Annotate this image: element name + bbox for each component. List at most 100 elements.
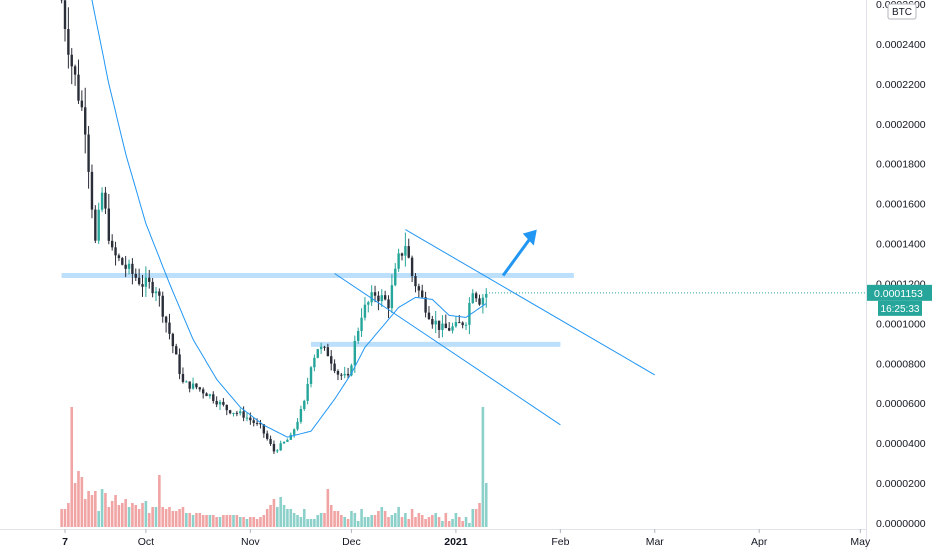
volume-bar bbox=[300, 517, 303, 527]
candle-body bbox=[249, 418, 251, 421]
candle-body bbox=[101, 193, 103, 210]
candle-body bbox=[269, 439, 271, 444]
candle-body bbox=[162, 296, 164, 317]
price-tick-label: 0.0001400 bbox=[876, 239, 926, 251]
volume-bar bbox=[239, 517, 242, 527]
volume-bar bbox=[131, 503, 134, 527]
candle-body bbox=[219, 402, 221, 405]
volume-bar bbox=[172, 511, 175, 527]
resistance-zone bbox=[62, 273, 574, 278]
volume-bar bbox=[330, 505, 333, 527]
candle-body bbox=[165, 317, 167, 323]
candle-body bbox=[226, 405, 228, 410]
candle-body bbox=[448, 328, 450, 331]
candle-body bbox=[377, 296, 379, 301]
volume-bar bbox=[111, 501, 114, 527]
candle-body bbox=[418, 286, 420, 290]
candle-body bbox=[475, 293, 477, 298]
volume-bar bbox=[138, 509, 141, 527]
candle-body bbox=[158, 291, 160, 295]
volume-bar bbox=[158, 475, 161, 527]
candle-body bbox=[114, 247, 116, 255]
candle-body bbox=[121, 258, 123, 265]
volume-bar bbox=[313, 519, 316, 527]
candle-body bbox=[266, 433, 268, 438]
volume-bar bbox=[340, 515, 343, 527]
volume-bar bbox=[407, 519, 410, 527]
candle-body bbox=[451, 326, 453, 330]
volume-bar bbox=[478, 503, 481, 527]
volume-bar bbox=[296, 515, 299, 527]
candle-body bbox=[472, 293, 474, 303]
candle-body bbox=[394, 269, 396, 286]
volume-bar bbox=[424, 519, 427, 527]
volume-bar bbox=[185, 513, 188, 527]
volume-bar bbox=[347, 519, 350, 527]
candle-body bbox=[320, 347, 322, 349]
volume-bar bbox=[114, 495, 117, 527]
currency-badge[interactable]: BTC bbox=[888, 4, 916, 19]
volume-bar bbox=[350, 511, 353, 527]
candle-body bbox=[347, 374, 349, 376]
candle-body bbox=[397, 253, 399, 268]
volume-bar bbox=[70, 407, 73, 527]
volume-bar bbox=[316, 515, 319, 527]
candle-body bbox=[441, 324, 443, 330]
candle-body bbox=[283, 442, 285, 443]
price-tick-label: 0.0002000 bbox=[876, 119, 926, 131]
candle-body bbox=[465, 325, 467, 326]
volume-bar bbox=[404, 513, 407, 527]
candle-body bbox=[209, 394, 211, 396]
candle-body bbox=[367, 302, 369, 304]
candle-body bbox=[229, 410, 231, 413]
volume-bar bbox=[337, 511, 340, 527]
candle-body bbox=[428, 313, 430, 319]
volume-bar bbox=[333, 511, 336, 527]
volume-bar bbox=[357, 521, 360, 527]
candle-body bbox=[202, 389, 204, 393]
time-tick-label: Mar bbox=[646, 536, 665, 548]
candle-body bbox=[431, 319, 433, 324]
volume-bar bbox=[249, 517, 252, 527]
candle-body bbox=[172, 334, 174, 346]
volume-bar bbox=[236, 515, 239, 527]
volume-bar bbox=[414, 517, 417, 527]
candle-body bbox=[168, 323, 170, 334]
volume-bar bbox=[354, 513, 357, 527]
candle-body bbox=[357, 331, 359, 341]
volume-bar bbox=[394, 513, 397, 527]
candle-body bbox=[67, 29, 69, 55]
volume-bar bbox=[128, 507, 131, 527]
currency-badge-text: BTC bbox=[892, 7, 912, 18]
volume-bar bbox=[151, 507, 154, 527]
price-tick-label: 0.0001600 bbox=[876, 199, 926, 211]
candle-body bbox=[111, 241, 113, 247]
volume-bar bbox=[121, 503, 124, 527]
candle-body bbox=[81, 101, 83, 108]
volume-bar bbox=[232, 515, 235, 527]
volume-bar bbox=[192, 515, 195, 527]
volume-bar bbox=[202, 515, 205, 527]
time-tick-label: Feb bbox=[551, 536, 569, 548]
volume-bar bbox=[118, 505, 121, 527]
volume-bar bbox=[293, 513, 296, 527]
candle-body bbox=[330, 356, 332, 363]
candle-body bbox=[435, 321, 437, 325]
volume-bar bbox=[165, 509, 168, 527]
volume-bar bbox=[182, 507, 185, 527]
price-tick-label: 0.0002400 bbox=[876, 39, 926, 51]
candle-body bbox=[455, 322, 457, 326]
volume-bar bbox=[343, 517, 346, 527]
candle-body bbox=[215, 401, 217, 404]
volume-bar bbox=[455, 513, 458, 527]
candle-body bbox=[145, 278, 147, 287]
volume-bar bbox=[252, 517, 255, 527]
candle-body bbox=[188, 382, 190, 389]
volume-bar bbox=[428, 517, 431, 527]
volume-bar bbox=[471, 509, 474, 527]
candle-body bbox=[87, 135, 89, 172]
candle-body bbox=[404, 246, 406, 256]
candle-body bbox=[151, 282, 153, 293]
